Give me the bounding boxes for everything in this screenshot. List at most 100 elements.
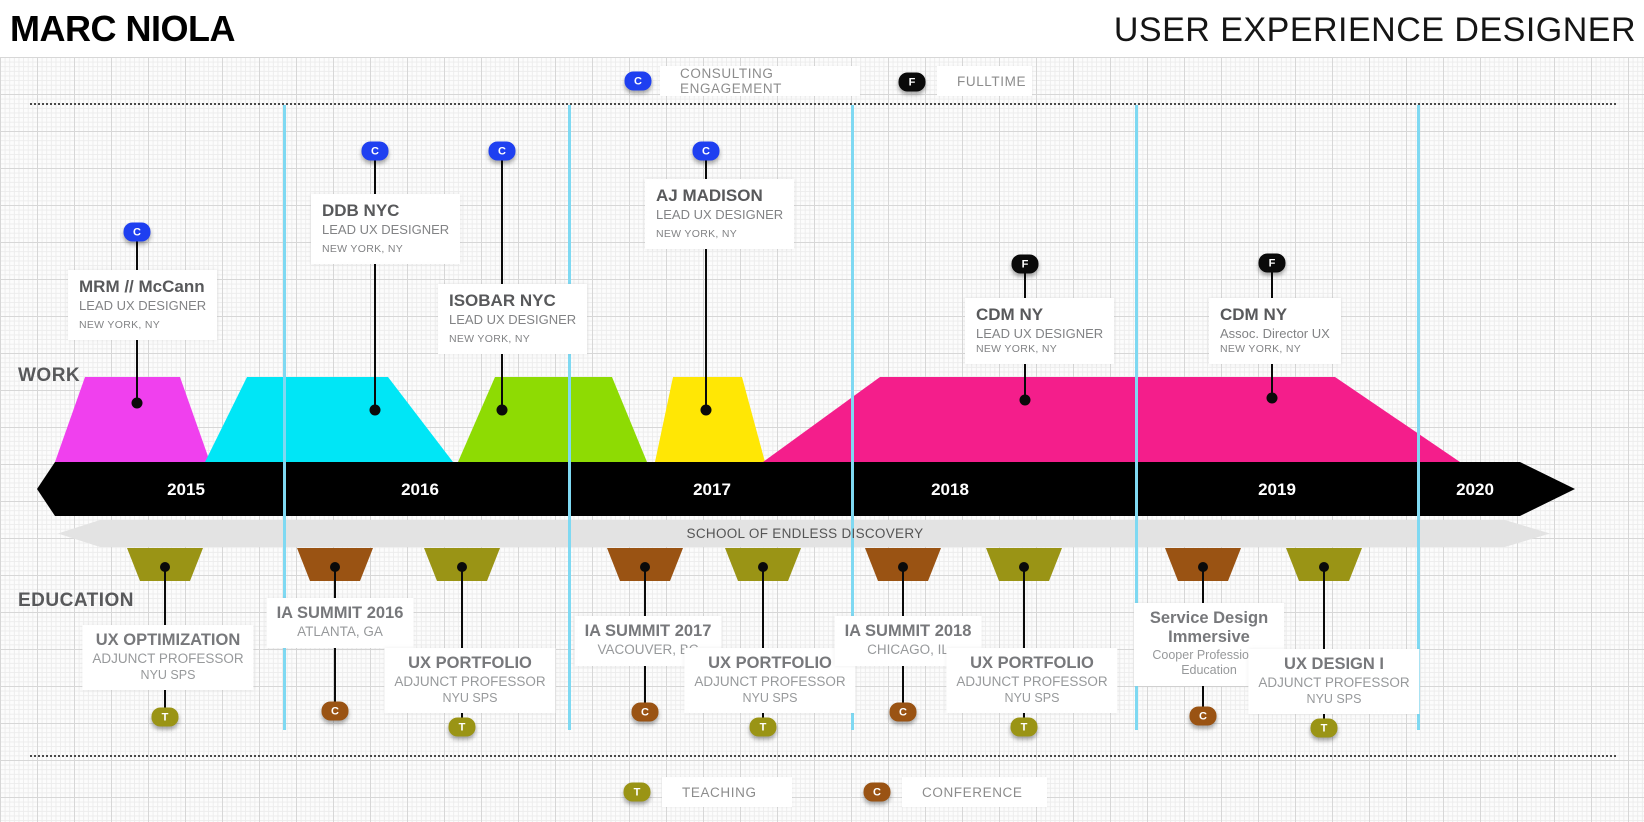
- course-location: CHICAGO, IL: [867, 641, 949, 657]
- school-bar-label: SCHOOL OF ENDLESS DISCOVERY: [686, 526, 924, 541]
- timeline-dot: [1266, 392, 1278, 404]
- company-name: AJ MADISON: [656, 186, 763, 205]
- year-label: 2019: [1258, 480, 1296, 499]
- person-name: MARC NIOLA: [10, 8, 235, 49]
- company-name: CDM NY: [976, 305, 1044, 324]
- timeline-dot: [131, 397, 143, 409]
- education-card: UX PORTFOLIO ADJUNCT PROFESSOR NYU SPS: [684, 648, 856, 714]
- timeline-bar: [37, 462, 1575, 516]
- legend-conference-label: CONFERENCE: [922, 784, 1023, 800]
- course-title: Service Design Immersive: [1149, 609, 1269, 646]
- timeline-dot: [330, 562, 340, 572]
- company-name: MRM // McCann: [79, 277, 205, 296]
- timeline-dot: [898, 562, 908, 572]
- course-org: NYU SPS: [442, 691, 498, 706]
- course-org: NYU SPS: [1306, 692, 1362, 707]
- job-role: LEAD UX DESIGNER: [322, 222, 450, 237]
- job-role: LEAD UX DESIGNER: [449, 312, 577, 327]
- job-role: LEAD UX DESIGNER: [656, 207, 784, 222]
- work-badge: C: [361, 141, 389, 161]
- course-title: UX OPTIMIZATION: [95, 631, 241, 649]
- timeline-dot: [700, 404, 712, 416]
- course-role: ADJUNCT PROFESSOR: [394, 673, 546, 689]
- work-card-cdm-director: CDM NY Assoc. Director UX NEW YORK, NY: [1209, 298, 1341, 364]
- education-card: UX PORTFOLIO ADJUNCT PROFESSOR NYU SPS: [946, 648, 1118, 714]
- year-guide-line: [1135, 105, 1138, 730]
- education-card: UX PORTFOLIO ADJUNCT PROFESSOR NYU SPS: [384, 648, 556, 714]
- course-role: ADJUNCT PROFESSOR: [694, 673, 846, 689]
- conference-badge: C: [863, 782, 891, 802]
- year-label: 2018: [931, 480, 969, 499]
- legend-teaching: TEACHING: [662, 777, 792, 807]
- timeline-dot: [640, 562, 650, 572]
- timeline-dot: [758, 562, 768, 572]
- timeline-dot: [1319, 562, 1329, 572]
- job-location: NEW YORK, NY: [1220, 343, 1302, 355]
- course-title: UX PORTFOLIO: [408, 654, 532, 672]
- work-badge: C: [692, 141, 720, 161]
- course-role: ADJUNCT PROFESSOR: [92, 650, 244, 666]
- year-label: 2016: [401, 480, 439, 499]
- legend-fulltime-label: FULLTIME: [957, 73, 1027, 89]
- education-badge: T: [749, 717, 777, 737]
- course-role: ADJUNCT PROFESSOR: [956, 673, 1108, 689]
- bottom-dotted-line: [30, 755, 1616, 757]
- company-name: DDB NYC: [322, 201, 400, 220]
- connector-line: [461, 567, 463, 727]
- work-card-mrm: MRM // McCann LEAD UX DESIGNER NEW YORK,…: [68, 270, 218, 340]
- job-role: Assoc. Director UX: [1220, 326, 1330, 341]
- course-title: IA SUMMIT 2017: [584, 622, 712, 640]
- education-card: UX OPTIMIZATION ADJUNCT PROFESSOR NYU SP…: [82, 625, 254, 691]
- timeline-dot: [1198, 562, 1208, 572]
- course-org: NYU SPS: [140, 668, 196, 683]
- job-location: NEW YORK, NY: [322, 243, 404, 255]
- year-guide-line: [851, 105, 854, 730]
- work-badge: C: [123, 222, 151, 242]
- timeline-dot: [369, 404, 381, 416]
- connector-line: [762, 567, 764, 727]
- page-header: MARC NIOLA USER EXPERIENCE DESIGNER: [0, 0, 1644, 57]
- course-location: ATLANTA, GA: [297, 623, 383, 639]
- education-badge: C: [889, 702, 917, 722]
- work-card-isobar: ISOBAR NYC LEAD UX DESIGNER NEW YORK, NY: [438, 284, 588, 354]
- course-org: NYU SPS: [1004, 691, 1060, 706]
- course-title: UX DESIGN I: [1284, 655, 1384, 673]
- year-guide-line: [283, 105, 286, 730]
- education-badge: C: [631, 702, 659, 722]
- education-card: IA SUMMIT 2017 VACOUVER, BC: [574, 616, 722, 667]
- connector-line: [501, 151, 503, 410]
- connector-line: [1023, 567, 1025, 727]
- course-org: Cooper Professional Education: [1152, 647, 1266, 677]
- work-badge: C: [488, 141, 516, 161]
- job-location: NEW YORK, NY: [449, 333, 531, 345]
- connector-line: [1323, 567, 1325, 728]
- consulting-badge: C: [624, 71, 652, 91]
- year-label: 2015: [167, 480, 205, 499]
- person-title: USER EXPERIENCE DESIGNER: [1113, 11, 1636, 49]
- course-location: VACOUVER, BC: [597, 641, 699, 657]
- teaching-badge: T: [623, 782, 651, 802]
- legend-consulting-label: CONSULTING ENGAGEMENT: [680, 66, 783, 96]
- course-title: UX PORTFOLIO: [708, 654, 832, 672]
- top-dotted-line: [30, 103, 1616, 105]
- work-shape-mrm: [55, 377, 210, 462]
- education-card: UX DESIGN I ADJUNCT PROFESSOR NYU SPS: [1248, 649, 1420, 715]
- work-card-cdm-lead: CDM NY LEAD UX DESIGNER NEW YORK, NY: [965, 298, 1115, 364]
- connector-line: [374, 151, 376, 410]
- company-name: ISOBAR NYC: [449, 291, 556, 310]
- work-shape-cdm: [763, 377, 1460, 462]
- timeline-dot: [1019, 394, 1031, 406]
- education-card: IA SUMMIT 2016 ATLANTA, GA: [266, 598, 414, 649]
- education-badge: C: [1189, 706, 1217, 726]
- timeline-dot: [160, 562, 170, 572]
- course-role: ADJUNCT PROFESSOR: [1258, 674, 1410, 690]
- work-shape-isobar: [458, 377, 647, 462]
- work-badge: F: [1011, 254, 1039, 274]
- education-badge: T: [151, 707, 179, 727]
- year-label: 2020: [1456, 480, 1494, 499]
- year-label: 2017: [693, 480, 731, 499]
- job-role: LEAD UX DESIGNER: [79, 298, 207, 313]
- job-role: LEAD UX DESIGNER: [976, 326, 1104, 341]
- work-card-ddb: DDB NYC LEAD UX DESIGNER NEW YORK, NY: [311, 194, 461, 264]
- legend-conference: CONFERENCE: [902, 777, 1047, 807]
